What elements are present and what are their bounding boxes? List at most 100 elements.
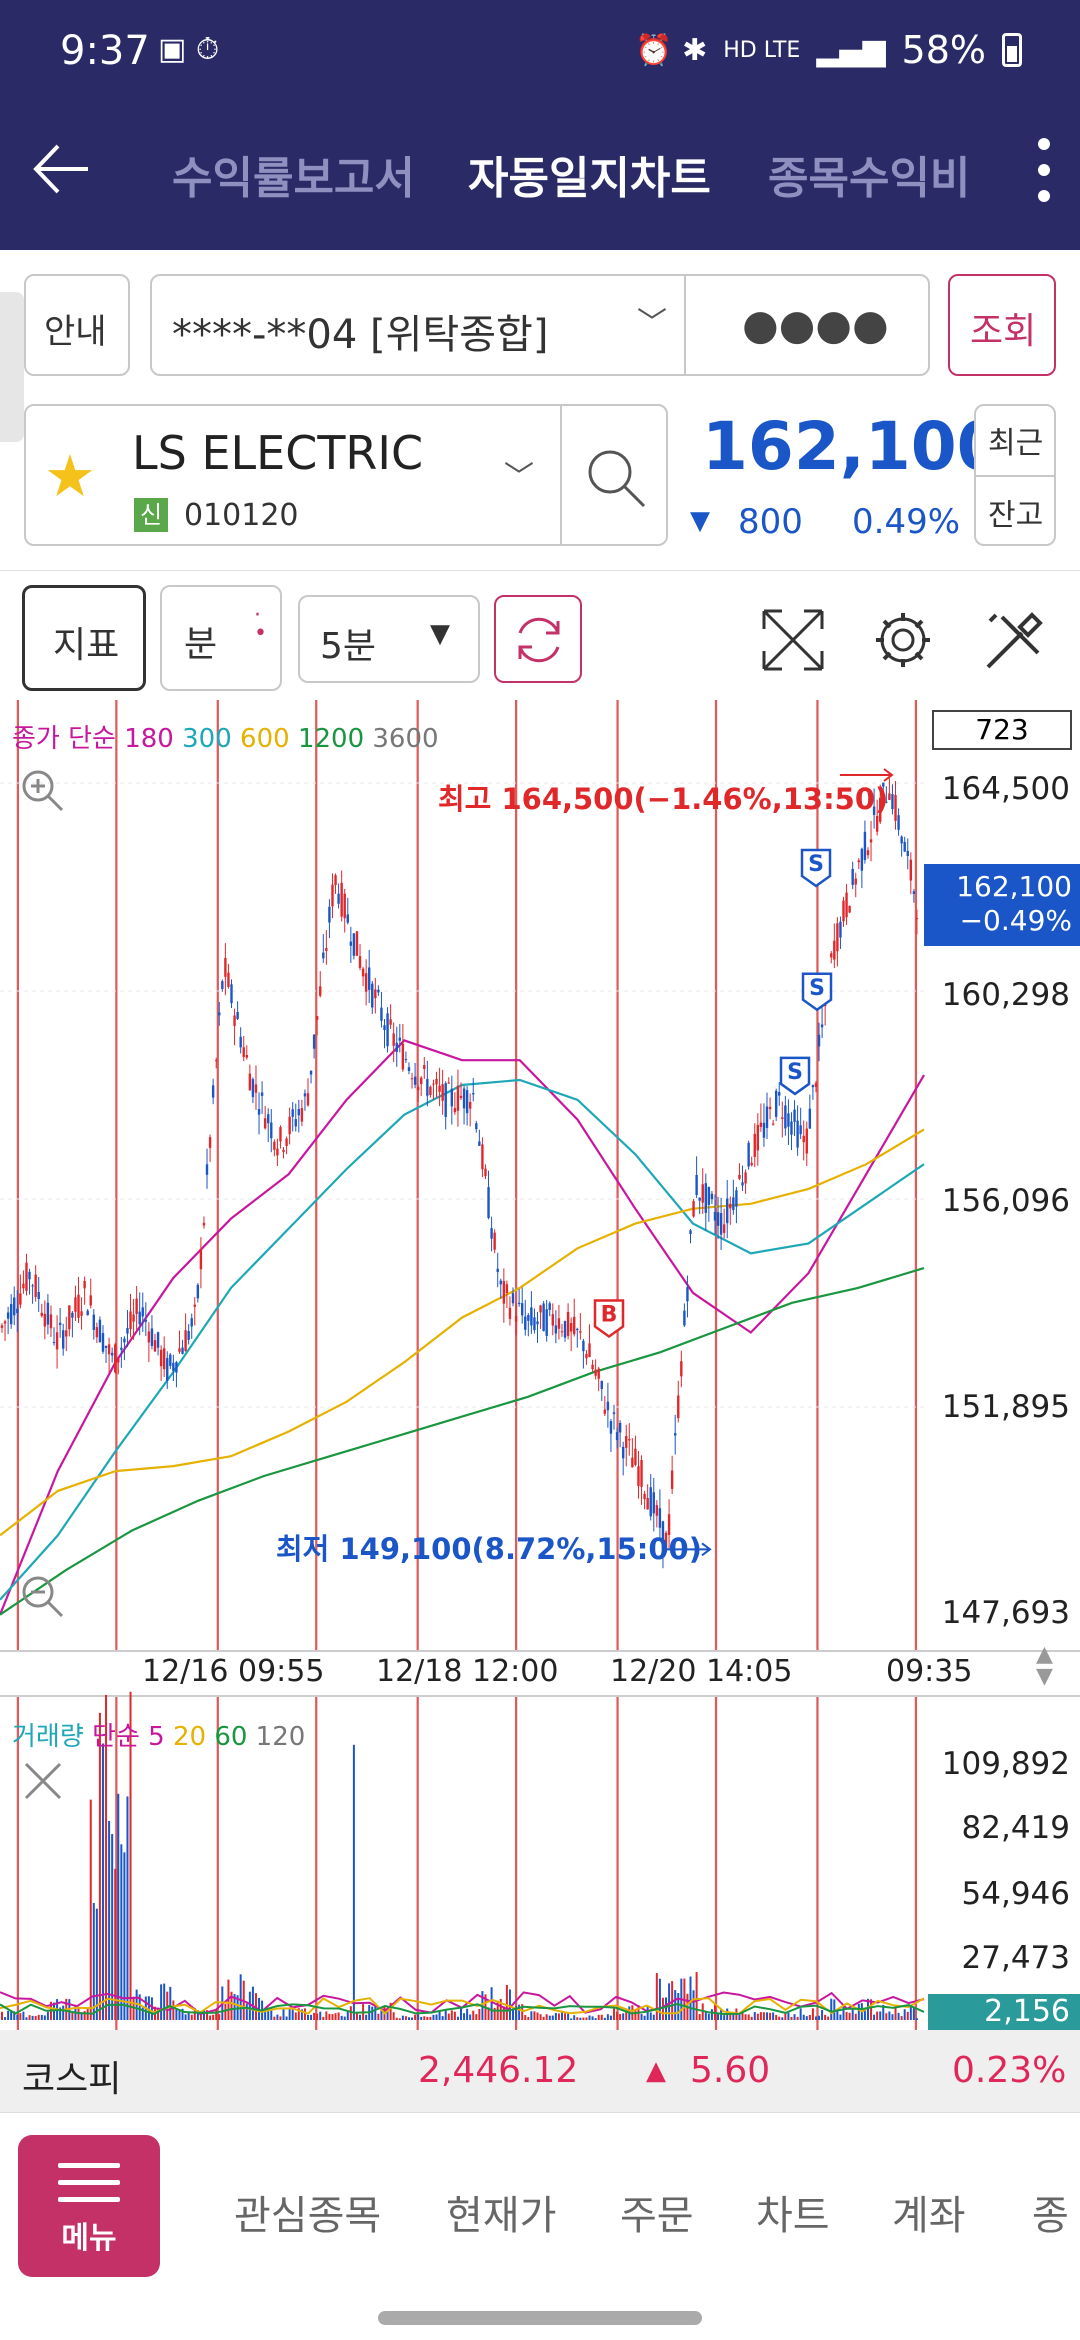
candle-body — [628, 1439, 631, 1441]
tools-icon[interactable] — [982, 607, 1048, 673]
candle-body — [123, 1338, 126, 1343]
volume-bar — [655, 1973, 658, 2020]
minute-button[interactable]: 분 · • — [160, 585, 282, 691]
favorite-star-icon[interactable]: ★ — [44, 442, 96, 510]
volume-bar — [882, 2004, 885, 2020]
recent-balance-toggle[interactable]: 최근 잔고 — [974, 404, 1056, 546]
stock-selector[interactable]: ★ LS ELECTRIC 신 010120 ﹀ — [24, 404, 668, 546]
back-arrow-icon[interactable] — [28, 134, 98, 204]
home-indicator[interactable] — [378, 2311, 702, 2325]
menu-button[interactable]: 메뉴 — [18, 2135, 160, 2277]
candle-body — [309, 1070, 313, 1075]
more-menu-icon[interactable] — [1036, 130, 1052, 210]
side-drawer-handle[interactable] — [0, 292, 24, 442]
refresh-button[interactable] — [494, 595, 582, 683]
volume-bar — [126, 1796, 129, 2020]
tab-auto-journal-chart[interactable]: 자동일지차트 — [468, 153, 711, 204]
volume-bar — [839, 2014, 842, 2020]
nav-more[interactable]: 종 — [1032, 2193, 1069, 2239]
volume-bar — [661, 1997, 664, 2020]
x-tick: 12/20 14:05 — [610, 1654, 793, 1689]
volume-bar — [665, 1997, 668, 2020]
legend-ma-1200: 1200 — [297, 724, 365, 754]
volume-bar — [404, 2016, 407, 2020]
volume-bar — [805, 2016, 808, 2020]
fullscreen-icon[interactable] — [760, 607, 826, 673]
candle-body — [784, 1105, 787, 1129]
volume-legend: 거래량 단순 5 20 60 120 — [12, 1716, 305, 1753]
recent-label[interactable]: 최근 — [988, 426, 1044, 461]
search-icon[interactable] — [584, 446, 650, 512]
volume-bar — [453, 2011, 456, 2020]
candle-body — [493, 1232, 496, 1250]
dot-indicator-icon: · • — [254, 603, 267, 646]
candle-body — [600, 1380, 603, 1389]
volume-bar — [359, 2014, 362, 2020]
interval-select[interactable]: 5분 ▼ — [298, 595, 480, 683]
nav-chart[interactable]: 차트 — [756, 2193, 830, 2239]
volume-bar — [493, 2007, 496, 2020]
candle-body — [814, 1083, 818, 1087]
chevron-down-icon[interactable]: ﹀ — [637, 306, 667, 341]
volume-bar — [395, 2017, 398, 2020]
info-button[interactable]: 안내 — [24, 274, 130, 376]
volume-bar — [343, 2016, 346, 2020]
candle-body — [172, 1362, 175, 1371]
kospi-ticker[interactable]: 코스피 2,446.12 ▲ 5.60 0.23% — [0, 2030, 1080, 2112]
close-icon[interactable] — [22, 1760, 64, 1802]
price-chart[interactable]: S S S B — [0, 700, 1080, 2030]
volume-bar — [245, 2003, 248, 2020]
volume-bar — [331, 2014, 334, 2020]
tab-profit-report[interactable]: 수익률보고서 — [172, 153, 415, 204]
nav-current-price[interactable]: 현재가 — [446, 2193, 557, 2239]
chevron-down-icon[interactable]: ﹀ — [504, 460, 534, 495]
up-triangle-icon: ▲ — [646, 2056, 666, 2086]
zoom-in-icon[interactable] — [18, 766, 68, 816]
candle-body — [655, 1505, 659, 1516]
candle-body — [162, 1348, 166, 1370]
candle-body — [297, 1108, 301, 1116]
volume-bar — [778, 2016, 781, 2020]
candle-body — [756, 1124, 760, 1151]
indicator-button[interactable]: 지표 — [22, 585, 146, 691]
info-button-label: 안내 — [44, 312, 107, 352]
candle-body — [233, 1015, 236, 1026]
candle-body — [156, 1332, 160, 1348]
trade-marker-label: B — [601, 1302, 618, 1327]
volume-bar — [438, 2011, 441, 2020]
balance-label[interactable]: 잔고 — [988, 498, 1044, 533]
ma-line-180 — [0, 1039, 925, 1616]
volume-bar — [371, 2006, 374, 2020]
volume-bar — [71, 2010, 74, 2020]
candle-body — [836, 923, 839, 952]
down-triangle-icon: ▼ — [690, 506, 710, 536]
volume-bar — [40, 2014, 43, 2020]
candle-body — [536, 1321, 539, 1325]
account-selector[interactable]: ****-**04 [위탁종합] ﹀ ●●●● — [150, 274, 930, 376]
candle-body — [594, 1369, 597, 1376]
candle-body — [468, 1101, 472, 1109]
candle-body — [597, 1368, 600, 1379]
volume-bar — [429, 2016, 432, 2020]
nav-watchlist[interactable]: 관심종목 — [234, 2193, 382, 2239]
zoom-out-icon[interactable] — [18, 1572, 68, 1622]
candle-body — [738, 1174, 741, 1179]
nav-account[interactable]: 계좌 — [892, 2193, 966, 2239]
volume-bar — [530, 2011, 533, 2020]
volume-bar — [876, 2011, 879, 2020]
gear-icon[interactable] — [870, 607, 936, 673]
scroll-arrows-icon[interactable]: ▲ ▼ — [1036, 1642, 1053, 1689]
password-field[interactable]: ●●●● — [742, 300, 889, 349]
volume-bar — [150, 1997, 153, 2020]
volume-bar — [894, 2006, 897, 2020]
candle-body — [817, 1034, 821, 1047]
tab-stock-profit[interactable]: 종목수익비 — [768, 153, 971, 204]
volume-bar — [573, 2015, 576, 2020]
nav-order[interactable]: 주문 — [620, 2193, 694, 2239]
volume-bar — [505, 1984, 508, 2020]
volume-bar — [114, 1868, 117, 2020]
volume-bar — [870, 1999, 873, 2020]
candle-body — [83, 1281, 86, 1289]
legend-ma-3600: 3600 — [372, 724, 439, 754]
query-button[interactable]: 조회 — [948, 274, 1056, 376]
